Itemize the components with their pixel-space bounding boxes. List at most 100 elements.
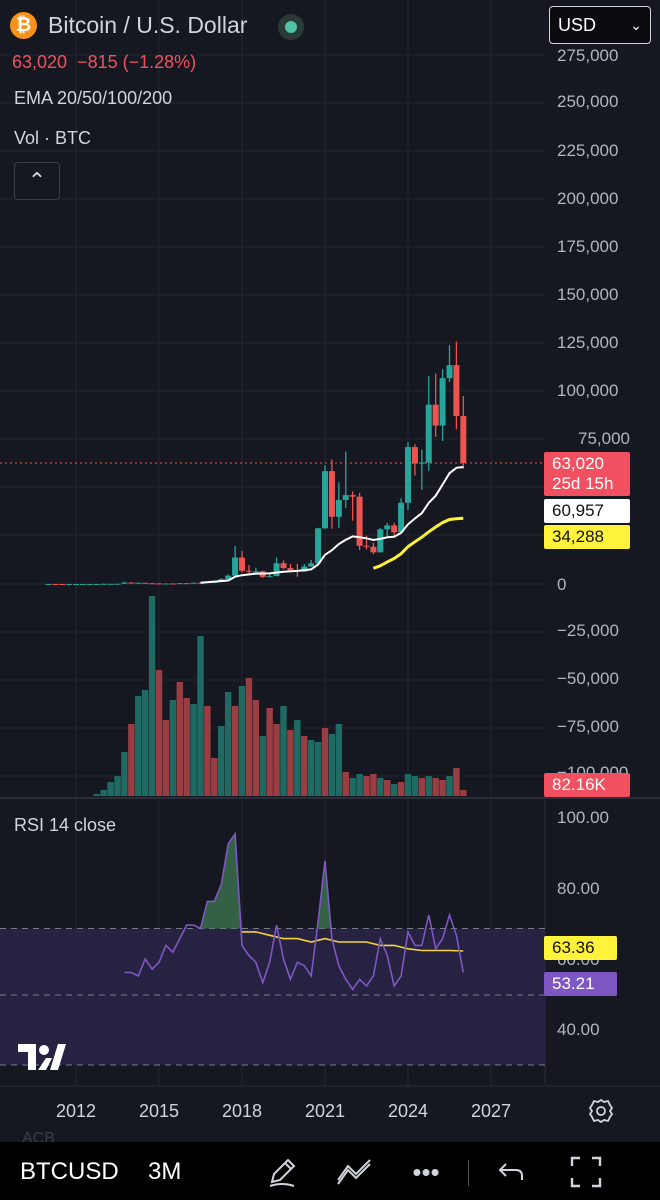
- volume-bar: [335, 724, 343, 796]
- time-axis-label: 2021: [304, 1101, 346, 1121]
- volume-bar: [453, 768, 460, 796]
- candle-body: [73, 583, 79, 585]
- candle-body: [439, 378, 446, 426]
- volume-bar: [425, 776, 432, 796]
- market-status-icon[interactable]: [278, 14, 304, 40]
- toolbar-divider: [468, 1160, 469, 1186]
- candle-body: [245, 570, 252, 572]
- rsi-axis-label: 100.00: [557, 808, 609, 827]
- rsi-overbought-fill: [318, 860, 332, 929]
- candle-body: [273, 563, 280, 577]
- last-price-badge: 63,020 25d 15h: [544, 452, 630, 496]
- candle-body: [169, 583, 176, 585]
- candle-body: [384, 525, 391, 530]
- candle-body: [266, 576, 273, 578]
- price-change-pct: (−1.28%): [122, 52, 197, 72]
- candle-body: [142, 582, 149, 584]
- candle-body: [86, 583, 93, 585]
- more-dots-icon[interactable]: •••: [412, 1157, 440, 1187]
- volume-bar: [397, 782, 405, 796]
- time-axis-label: 2018: [221, 1101, 263, 1121]
- candle-body: [398, 502, 405, 533]
- candle-body: [128, 582, 135, 584]
- current-price: 63,020: [12, 52, 68, 72]
- volume-bar: [162, 720, 170, 796]
- candle-body: [252, 571, 259, 573]
- candle-body: [301, 566, 308, 572]
- volume-bar: [231, 706, 239, 796]
- price-axis-label: 75,000: [578, 429, 630, 448]
- fullscreen-icon[interactable]: [566, 1152, 606, 1192]
- candle-body: [183, 583, 190, 585]
- price-axis-label: 200,000: [557, 189, 619, 208]
- currency-select[interactable]: USD ⌄: [549, 6, 651, 44]
- volume-bar: [197, 636, 204, 796]
- symbol-button[interactable]: BTCUSD: [20, 1158, 119, 1185]
- indicators-icon[interactable]: [334, 1152, 374, 1192]
- volume-bar: [114, 776, 121, 796]
- currency-label: USD: [558, 15, 597, 35]
- volume-bar: [141, 690, 149, 796]
- volume-bar: [204, 706, 211, 796]
- volume-bar: [121, 752, 128, 796]
- candle-body: [239, 557, 245, 571]
- rsi-overbought-fill: [200, 833, 242, 929]
- candle-body: [93, 583, 100, 585]
- volume-bar: [128, 724, 135, 796]
- price-axis-label: 225,000: [557, 141, 619, 160]
- rsi-axis-label: 80.00: [557, 879, 600, 898]
- price-axis-label: 0: [557, 575, 567, 594]
- price-axis-label: −25,000: [557, 621, 619, 640]
- candle-body: [349, 495, 356, 497]
- price-axis-label: 175,000: [557, 237, 619, 256]
- volume-bar: [411, 776, 419, 796]
- volume-bar: [155, 670, 163, 796]
- tradingview-logo-icon: [18, 1044, 66, 1070]
- candle-body: [446, 365, 453, 379]
- volume-bar: [370, 774, 377, 796]
- volume-legend[interactable]: Vol · BTC: [14, 128, 92, 148]
- volume-bar: [314, 742, 322, 796]
- gear-icon[interactable]: [588, 1098, 614, 1124]
- candle-body: [79, 583, 86, 585]
- rsi-line: [124, 831, 465, 991]
- rsi-badge: 53.21: [544, 972, 617, 996]
- symbol-title[interactable]: Bitcoin / U.S. Dollar: [48, 12, 248, 38]
- volume-bar: [356, 774, 363, 796]
- timeframe-button[interactable]: 3M: [148, 1158, 182, 1185]
- ema-legend[interactable]: EMA 20/50/100/200: [14, 88, 173, 108]
- candle-body: [411, 447, 418, 464]
- bottom-toolbar: [0, 1142, 660, 1200]
- volume-bar: [218, 726, 225, 796]
- rsi-axis-label: 40.00: [557, 1020, 600, 1039]
- volume-bar: [169, 700, 177, 796]
- candle-body: [418, 462, 425, 464]
- rsi-legend[interactable]: RSI 14 close: [14, 815, 117, 835]
- volume-bar: [107, 782, 114, 796]
- time-axis-label: 2024: [387, 1101, 429, 1121]
- volume-bar: [377, 778, 384, 796]
- candle-body: [176, 583, 183, 585]
- candle-body: [322, 471, 328, 529]
- volume-bar: [252, 700, 260, 796]
- collapse-legend-button[interactable]: ⌃: [14, 162, 60, 200]
- pencil-icon[interactable]: [262, 1152, 302, 1192]
- candle-body: [156, 583, 162, 585]
- candle-body: [287, 568, 294, 571]
- candle-body: [100, 583, 107, 585]
- price-axis-label: 150,000: [557, 285, 619, 304]
- ema-yellow-line: [372, 516, 464, 570]
- candle-body: [66, 583, 73, 585]
- ema-white-line: [200, 466, 464, 584]
- candle-body: [135, 582, 142, 584]
- volume-bar: [238, 686, 246, 796]
- candle-body: [162, 583, 169, 585]
- ema-white-badge: 60,957: [544, 499, 630, 523]
- undo-icon[interactable]: [492, 1152, 532, 1192]
- candle-body: [225, 575, 232, 580]
- volume-bar: [190, 704, 197, 796]
- candle-body: [232, 557, 239, 576]
- price-change-line: 63,020 −815 (−1.28%): [12, 52, 196, 73]
